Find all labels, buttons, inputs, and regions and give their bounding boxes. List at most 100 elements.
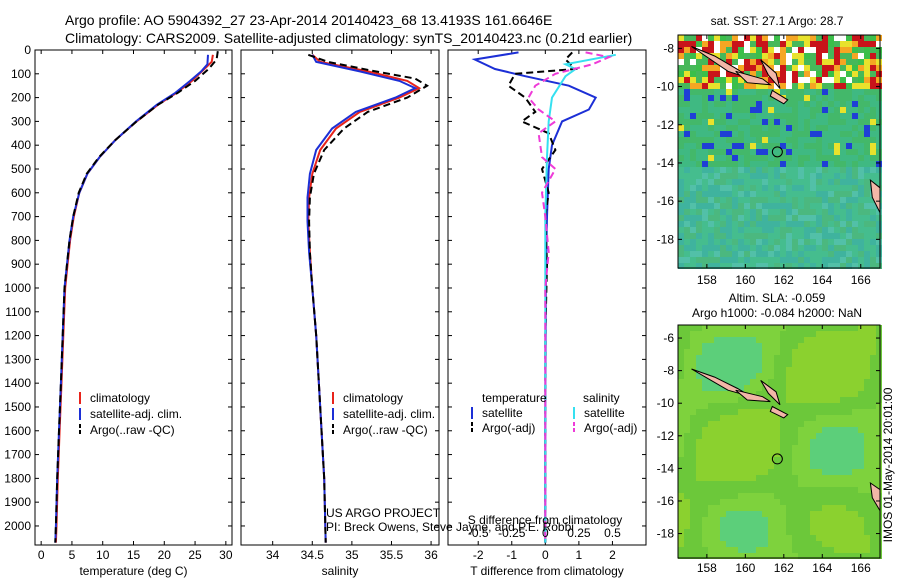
map-cell bbox=[792, 397, 798, 403]
map-cell bbox=[798, 553, 804, 559]
y-tick-label: 600 bbox=[11, 186, 31, 200]
map-cell bbox=[786, 325, 792, 331]
map-cell bbox=[846, 179, 852, 185]
map-cell bbox=[792, 391, 798, 397]
map-cell bbox=[828, 227, 834, 233]
map-cell bbox=[726, 451, 732, 457]
map-cell bbox=[816, 107, 822, 113]
map-cell bbox=[768, 349, 774, 355]
map-cell bbox=[858, 481, 864, 487]
map-cell bbox=[768, 113, 774, 119]
map-cell bbox=[792, 523, 798, 529]
map-cell bbox=[798, 505, 804, 511]
map-y-tick-label: -8 bbox=[663, 364, 674, 378]
map-cell bbox=[816, 77, 822, 83]
map-cell bbox=[810, 541, 816, 547]
map-cell bbox=[792, 361, 798, 367]
y-tick-label: 1600 bbox=[4, 424, 31, 438]
map-cell bbox=[846, 77, 852, 83]
map-cell bbox=[852, 59, 858, 65]
map-cell bbox=[810, 385, 816, 391]
map-cell bbox=[690, 529, 696, 535]
map-cell bbox=[816, 35, 822, 41]
map-cell bbox=[684, 427, 690, 433]
map-cell bbox=[846, 143, 852, 149]
map-cell bbox=[792, 71, 798, 77]
map-cell bbox=[732, 349, 738, 355]
map-cell bbox=[858, 373, 864, 379]
map-cell bbox=[834, 505, 840, 511]
map-cell bbox=[750, 325, 756, 331]
map-cell bbox=[834, 95, 840, 101]
map-cell bbox=[840, 457, 846, 463]
map-cell bbox=[852, 143, 858, 149]
map-cell bbox=[786, 337, 792, 343]
map-cell bbox=[840, 239, 846, 245]
map-cell bbox=[840, 161, 846, 167]
map-cell bbox=[744, 373, 750, 379]
map-cell bbox=[852, 89, 858, 95]
map-cell bbox=[708, 65, 714, 71]
y-tick-label: 700 bbox=[11, 210, 31, 224]
map-cell bbox=[786, 35, 792, 41]
map-cell bbox=[762, 173, 768, 179]
map-cell bbox=[756, 367, 762, 373]
map-cell bbox=[834, 535, 840, 541]
map-cell bbox=[762, 457, 768, 463]
map-cell bbox=[822, 523, 828, 529]
map-cell bbox=[738, 409, 744, 415]
map-cell bbox=[738, 481, 744, 487]
map-cell bbox=[786, 355, 792, 361]
map-cell bbox=[780, 427, 786, 433]
map-cell bbox=[864, 475, 870, 481]
map-cell bbox=[852, 487, 858, 493]
map-cell bbox=[744, 457, 750, 463]
map-cell bbox=[852, 47, 858, 53]
map-cell bbox=[786, 161, 792, 167]
map-cell bbox=[822, 131, 828, 137]
map-cell bbox=[828, 337, 834, 343]
map-cell bbox=[792, 481, 798, 487]
map-cell bbox=[870, 137, 876, 143]
map-cell bbox=[810, 107, 816, 113]
map-cell bbox=[840, 421, 846, 427]
map-cell bbox=[834, 203, 840, 209]
map-cell bbox=[828, 379, 834, 385]
map-cell bbox=[822, 421, 828, 427]
map-cell bbox=[750, 47, 756, 53]
map-cell bbox=[726, 35, 732, 41]
map-cell bbox=[708, 83, 714, 89]
map-cell bbox=[708, 191, 714, 197]
y-tick-label: 1900 bbox=[4, 495, 31, 509]
map-cell bbox=[720, 161, 726, 167]
map-cell bbox=[846, 41, 852, 47]
map-cell bbox=[846, 107, 852, 113]
map-cell bbox=[840, 511, 846, 517]
map-cell bbox=[816, 331, 822, 337]
map-cell bbox=[780, 71, 786, 77]
map-cell bbox=[780, 77, 786, 83]
map-cell bbox=[696, 53, 702, 59]
map-cell bbox=[714, 239, 720, 245]
map-cell bbox=[816, 481, 822, 487]
map-cell bbox=[816, 59, 822, 65]
map-cell bbox=[834, 113, 840, 119]
map-cell bbox=[864, 457, 870, 463]
map-cell bbox=[828, 209, 834, 215]
map-cell bbox=[840, 179, 846, 185]
map-cell bbox=[714, 481, 720, 487]
map-cell bbox=[792, 41, 798, 47]
map-cell bbox=[690, 553, 696, 559]
map-cell bbox=[858, 245, 864, 251]
map-cell bbox=[684, 59, 690, 65]
map-cell bbox=[852, 469, 858, 475]
map-cell bbox=[804, 161, 810, 167]
map-cell bbox=[852, 191, 858, 197]
map-cell bbox=[720, 245, 726, 251]
map-cell bbox=[810, 349, 816, 355]
map-cell bbox=[720, 337, 726, 343]
map-cell bbox=[852, 343, 858, 349]
map-cell bbox=[816, 535, 822, 541]
map-cell bbox=[792, 379, 798, 385]
map-cell bbox=[702, 119, 708, 125]
